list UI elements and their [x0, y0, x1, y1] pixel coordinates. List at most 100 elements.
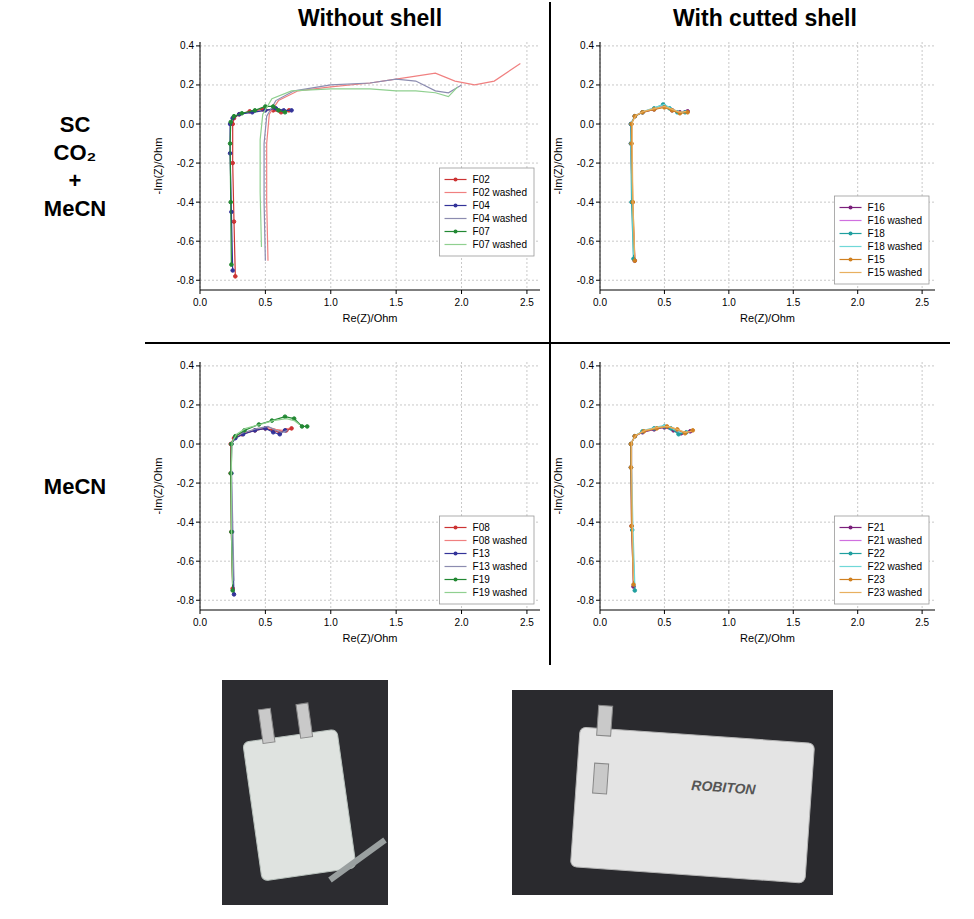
series-marker	[278, 432, 282, 436]
legend-label: F15 washed	[868, 267, 922, 278]
legend-swatch	[445, 218, 467, 219]
legend-marker	[849, 232, 853, 236]
grid-line	[664, 42, 665, 290]
series-line	[231, 428, 292, 588]
x-tick	[922, 290, 923, 294]
plot-data	[229, 415, 309, 596]
x-tick-label: 2.0	[851, 297, 865, 308]
x-tick-label: 1.0	[324, 297, 338, 308]
legend-label: F08	[473, 522, 491, 533]
grid-line	[600, 404, 935, 405]
y-tick	[196, 163, 200, 164]
x-tick	[265, 290, 266, 294]
grid-line	[330, 42, 331, 290]
grid-line	[200, 163, 540, 164]
y-tick	[596, 561, 600, 562]
y-tick-label: -0.2	[177, 158, 195, 169]
y-tick-label: -0.8	[577, 595, 595, 606]
x-tick	[330, 610, 331, 614]
grid-line	[600, 124, 935, 125]
legend-marker	[454, 230, 458, 234]
series-line	[632, 426, 689, 582]
y-tick-label: 0.2	[580, 79, 594, 90]
panel: 0.00.51.01.52.02.50.40.20.0-0.2-0.4-0.6-…	[552, 360, 935, 644]
y-tick-label: -0.2	[577, 478, 595, 489]
series-marker	[290, 427, 294, 431]
legend-swatch	[840, 246, 862, 247]
series-marker	[629, 442, 633, 446]
y-tick	[596, 84, 600, 85]
x-tick-label: 2.0	[455, 297, 469, 308]
x-tick	[600, 610, 601, 614]
legend-marker	[454, 526, 458, 530]
y-tick-label: 0.0	[580, 119, 594, 130]
grid-line	[330, 362, 331, 610]
column-header: With cutted shell	[673, 5, 857, 31]
x-axis	[600, 290, 935, 291]
series-line	[632, 106, 686, 256]
legend-box	[835, 196, 929, 284]
legend-label: F07	[473, 226, 491, 237]
legend-swatch	[445, 192, 467, 193]
y-tick-label: 0.2	[580, 399, 594, 410]
y-tick-label: 0.0	[580, 439, 594, 450]
series-line	[631, 426, 693, 584]
legend-marker	[849, 206, 853, 210]
grid-line	[600, 163, 935, 164]
photo-text: ROBITON	[691, 777, 757, 798]
x-tick	[857, 290, 858, 294]
series-marker	[277, 109, 281, 113]
legend-marker	[454, 578, 458, 582]
legend-label: F16	[868, 202, 886, 213]
series-marker	[232, 220, 236, 224]
y-tick	[196, 365, 200, 366]
grid-line	[200, 45, 540, 46]
x-axis	[600, 610, 935, 611]
series-line	[231, 417, 308, 591]
cell-body	[570, 727, 814, 883]
x-axis-title: Re(Z)/Ohm	[343, 632, 398, 644]
grid-line	[728, 362, 729, 610]
legend-swatch	[445, 244, 467, 245]
series-marker	[232, 114, 236, 118]
cell-tab	[593, 763, 609, 794]
series-marker	[283, 415, 287, 419]
series-marker	[677, 432, 681, 436]
series-marker	[253, 109, 257, 113]
photo-left	[222, 680, 388, 905]
legend-swatch	[840, 272, 862, 273]
series-marker	[234, 275, 238, 279]
row-header-line: +	[69, 168, 82, 193]
y-tick	[596, 45, 600, 46]
x-tick	[728, 290, 729, 294]
series-marker	[290, 109, 294, 113]
y-tick-label: -0.4	[177, 197, 195, 208]
x-tick	[200, 610, 201, 614]
legend-swatch	[840, 220, 862, 221]
y-tick	[596, 404, 600, 405]
x-tick-label: 0.0	[193, 297, 207, 308]
x-tick	[600, 290, 601, 294]
series-line	[632, 426, 692, 580]
series-marker	[633, 259, 637, 263]
series-marker	[629, 442, 633, 446]
y-tick	[596, 124, 600, 125]
series-marker	[230, 263, 234, 267]
column-header: Without shell	[298, 5, 442, 31]
series-marker	[229, 472, 233, 476]
y-tick-label: -0.8	[177, 275, 195, 286]
series-marker	[240, 111, 244, 115]
legend: F16F16 washedF18F18 washedF15F15 washed	[835, 196, 929, 284]
x-tick	[396, 290, 397, 294]
series-marker	[229, 200, 233, 204]
x-tick	[664, 610, 665, 614]
legend-marker	[849, 526, 853, 530]
x-axis-title: Re(Z)/Ohm	[343, 312, 398, 324]
y-tick-label: 0.0	[180, 119, 194, 130]
row-header-line: MeCN	[44, 196, 106, 221]
x-tick	[857, 610, 858, 614]
panel: 0.00.51.01.52.02.50.40.20.0-0.2-0.4-0.6-…	[552, 40, 935, 324]
series-marker	[229, 472, 233, 476]
y-tick	[196, 444, 200, 445]
y-tick-label: -0.8	[177, 595, 195, 606]
